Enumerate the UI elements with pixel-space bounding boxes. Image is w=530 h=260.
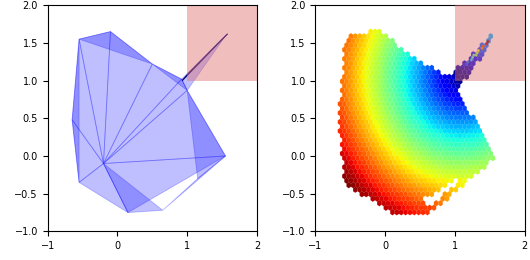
Polygon shape [163,156,226,210]
Polygon shape [72,39,103,164]
Polygon shape [152,64,187,90]
Polygon shape [187,90,226,179]
Polygon shape [182,34,227,90]
Polygon shape [72,39,79,183]
Polygon shape [72,120,103,183]
Polygon shape [103,164,163,213]
Bar [187,5,257,81]
Polygon shape [103,79,187,164]
Polygon shape [79,164,128,213]
Bar [455,5,525,81]
Polygon shape [79,32,110,164]
Polygon shape [79,32,152,64]
Polygon shape [103,32,152,164]
Polygon shape [182,34,227,81]
Polygon shape [103,90,226,164]
Polygon shape [103,64,182,164]
Polygon shape [103,156,226,213]
